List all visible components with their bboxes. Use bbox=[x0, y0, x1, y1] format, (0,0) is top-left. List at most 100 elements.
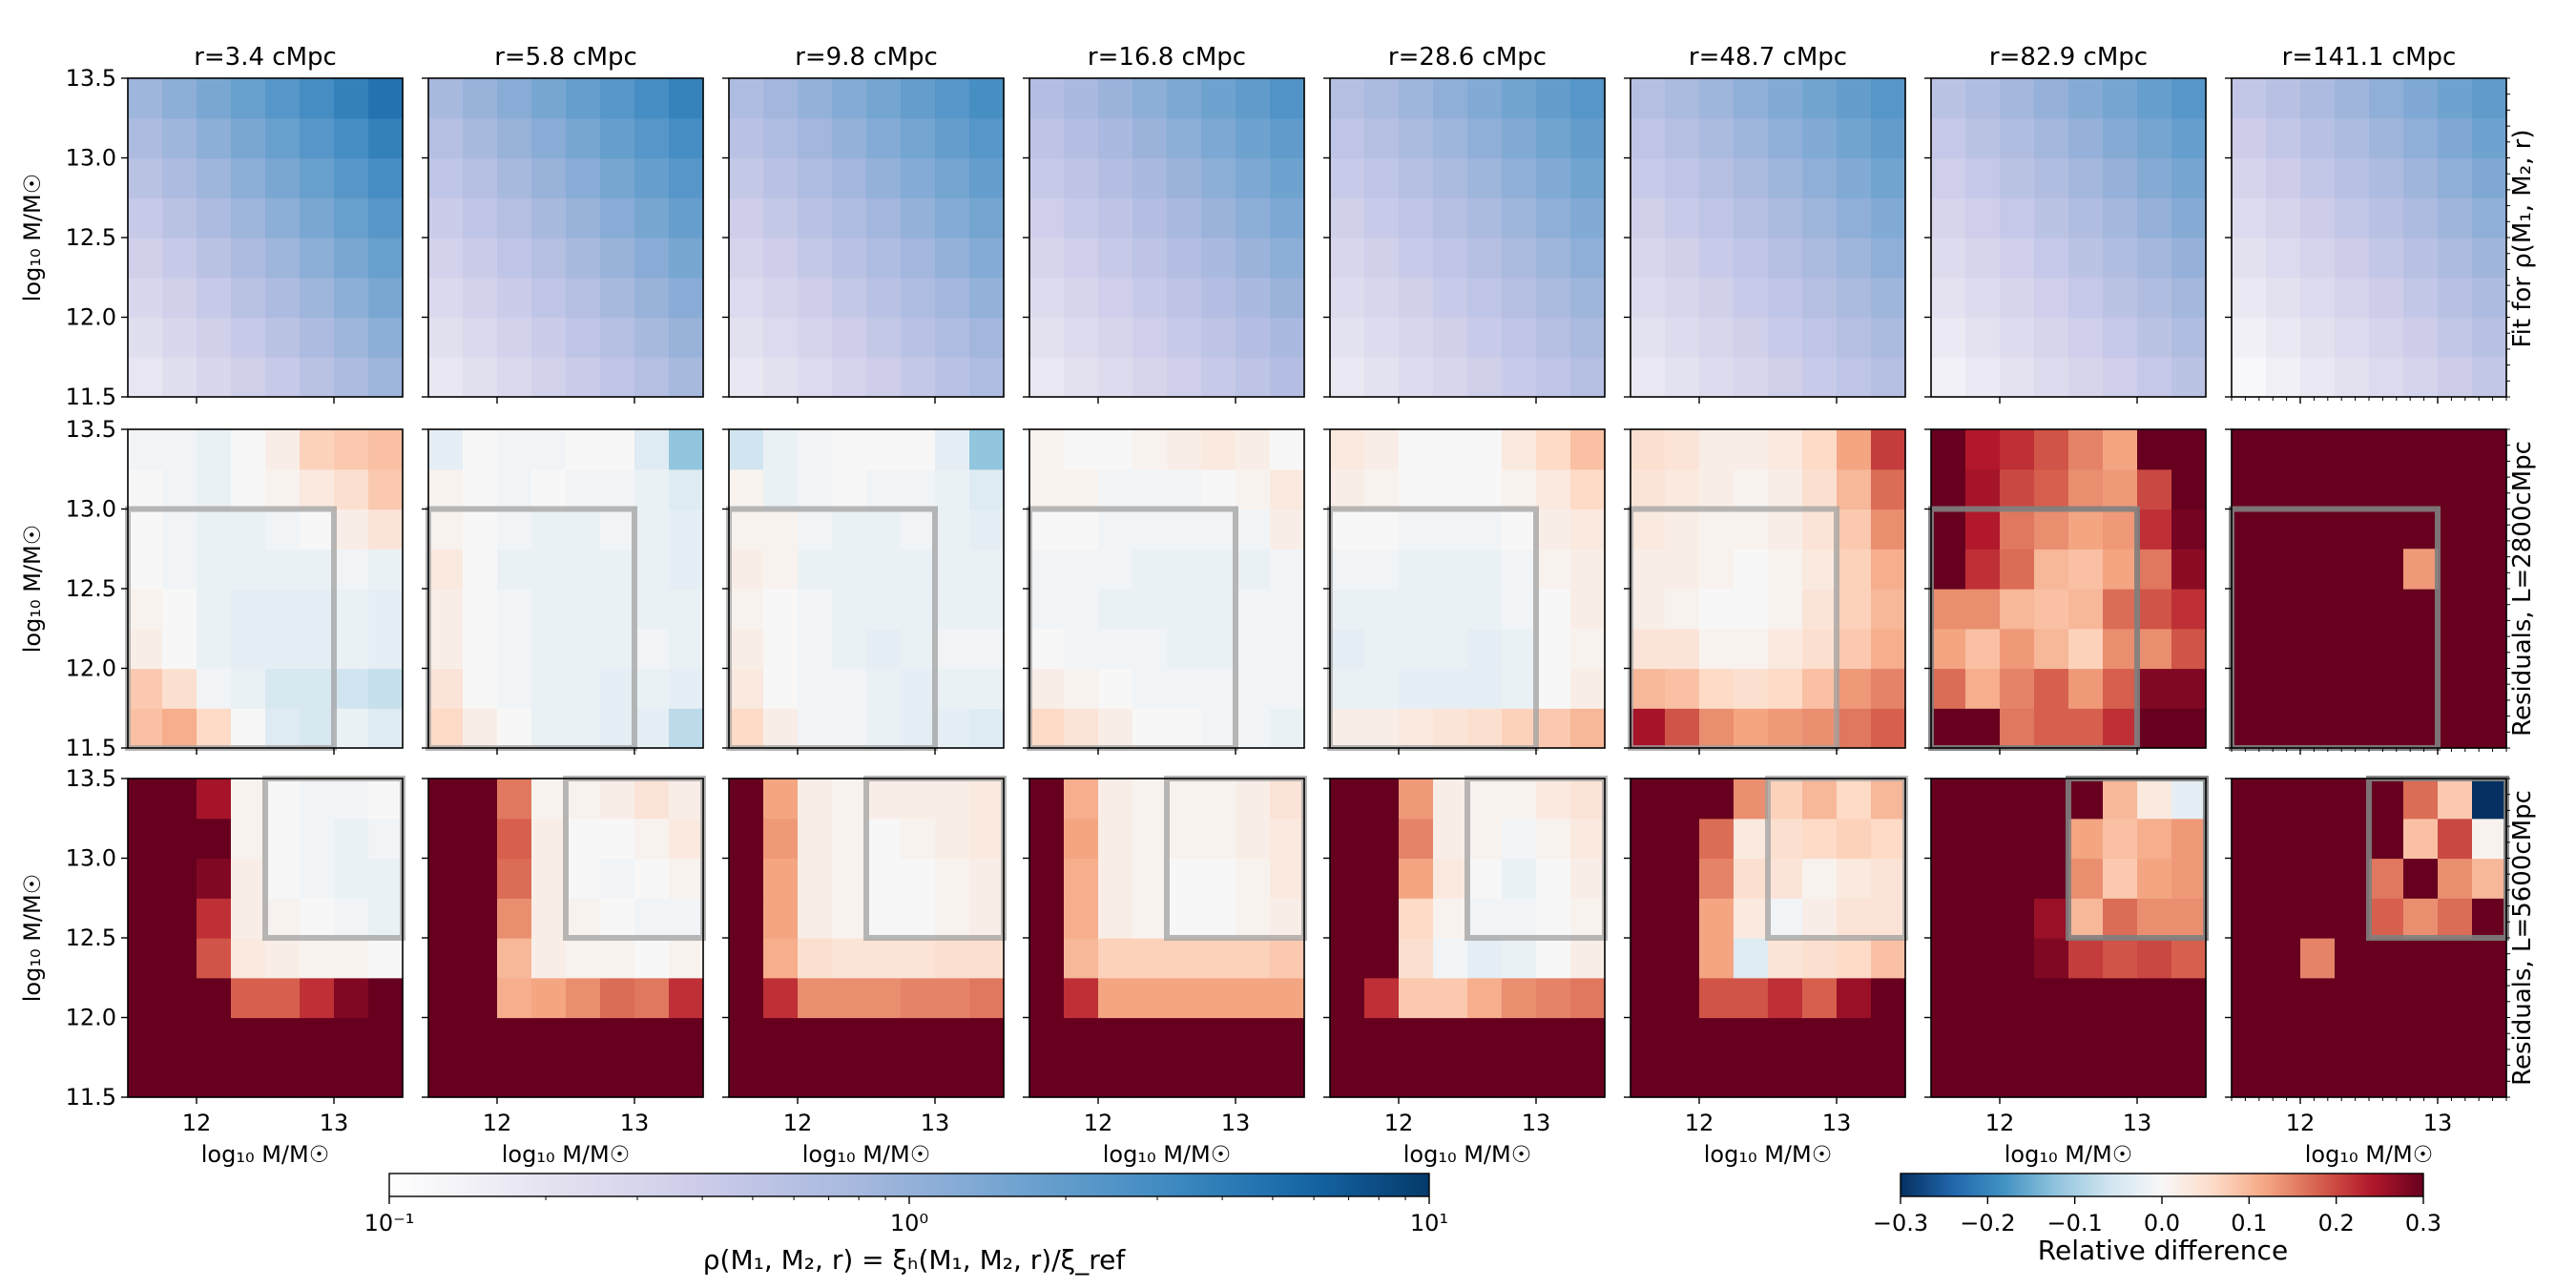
heatmap-cell bbox=[566, 1057, 601, 1098]
heatmap-cell bbox=[1502, 628, 1537, 670]
heatmap-cell bbox=[1433, 1057, 1468, 1098]
heatmap-cell bbox=[1270, 357, 1305, 398]
heatmap-cell bbox=[1064, 977, 1099, 1019]
heatmap-cell bbox=[231, 117, 266, 159]
heatmap-cell bbox=[1029, 509, 1065, 550]
x-tick-label: 13 bbox=[2123, 1110, 2152, 1136]
heatmap-cell bbox=[1871, 238, 1906, 279]
heatmap-cell bbox=[2369, 157, 2404, 198]
heatmap-cell bbox=[1433, 468, 1468, 510]
heatmap-cell bbox=[1167, 197, 1202, 239]
heatmap-cell bbox=[1330, 668, 1365, 709]
heatmap-cell bbox=[634, 938, 670, 979]
heatmap-cell bbox=[1931, 509, 1966, 550]
heatmap-cell bbox=[1631, 589, 1666, 630]
panel-title: r=3.4 cMpc bbox=[194, 43, 337, 72]
heatmap-cell bbox=[2403, 818, 2439, 860]
heatmap-cell bbox=[1433, 858, 1468, 899]
heatmap-cell bbox=[729, 708, 764, 749]
heatmap-cell bbox=[1433, 549, 1468, 590]
heatmap-cell bbox=[2034, 977, 2069, 1019]
heatmap-cell bbox=[2438, 549, 2473, 590]
heatmap-cell bbox=[1236, 157, 1271, 198]
heatmap-cell bbox=[866, 977, 902, 1019]
heatmap-cell bbox=[1502, 357, 1537, 398]
heatmap-cell bbox=[2369, 277, 2404, 319]
y-tick-label: 13.0 bbox=[66, 845, 116, 872]
heatmap-cell bbox=[162, 668, 197, 709]
heatmap-cell bbox=[1802, 1057, 1838, 1098]
heatmap-cell bbox=[2000, 238, 2035, 279]
heatmap-cell bbox=[1064, 157, 1099, 198]
heatmap-cell bbox=[128, 708, 163, 749]
heatmap-cell bbox=[1270, 628, 1305, 670]
heatmap-cell bbox=[1201, 708, 1236, 749]
heatmap-cell bbox=[832, 1057, 867, 1098]
heatmap-cell bbox=[1029, 117, 1065, 159]
heatmap-cell bbox=[1631, 1017, 1666, 1058]
heatmap-cell bbox=[798, 858, 833, 899]
heatmap-cell bbox=[1665, 589, 1700, 630]
heatmap-cell bbox=[265, 628, 301, 670]
heatmap-cell bbox=[969, 357, 1005, 398]
heatmap-cell bbox=[866, 238, 902, 279]
heatmap-cell bbox=[634, 468, 670, 510]
heatmap-cell bbox=[1965, 357, 2001, 398]
heatmap-cell bbox=[2103, 429, 2138, 470]
heatmap-cell bbox=[2472, 708, 2507, 749]
heatmap-cell bbox=[162, 509, 197, 550]
heatmap-cell bbox=[1167, 668, 1202, 709]
heatmap-cell bbox=[1330, 898, 1365, 939]
heatmap-cell bbox=[231, 509, 266, 550]
heatmap-cell bbox=[334, 238, 369, 279]
heatmap-cell bbox=[231, 1057, 266, 1098]
heatmap-cell bbox=[1871, 317, 1906, 358]
heatmap-cell bbox=[231, 779, 266, 820]
heatmap-cell bbox=[1734, 429, 1769, 470]
heatmap-cell bbox=[1734, 977, 1769, 1019]
heatmap-cell bbox=[935, 977, 970, 1019]
heatmap-cell bbox=[729, 589, 764, 630]
heatmap-cell bbox=[669, 628, 704, 670]
heatmap-cell bbox=[798, 708, 833, 749]
heatmap-cell bbox=[1837, 779, 1872, 820]
heatmap-cell bbox=[729, 117, 764, 159]
x-tick-label: 12 bbox=[783, 1110, 813, 1136]
heatmap-cell bbox=[128, 818, 163, 860]
heatmap-cell bbox=[1201, 818, 1236, 860]
heatmap-cell bbox=[1665, 898, 1700, 939]
heatmap-cell bbox=[2000, 509, 2035, 550]
heatmap-cell bbox=[1802, 779, 1838, 820]
colorbar-tick-label: 0.2 bbox=[2318, 1210, 2355, 1236]
heatmap-cell bbox=[428, 668, 464, 709]
heatmap-cell bbox=[2472, 238, 2507, 279]
heatmap-cell bbox=[1236, 858, 1271, 899]
heatmap-cell bbox=[162, 858, 197, 899]
heatmap-cell bbox=[1536, 238, 1571, 279]
heatmap-cell bbox=[935, 1057, 970, 1098]
heatmap-cell bbox=[1201, 429, 1236, 470]
heatmap-cell bbox=[1330, 277, 1365, 319]
heatmap-cell bbox=[162, 898, 197, 939]
heatmap-cell bbox=[1768, 938, 1803, 979]
heatmap-cell bbox=[334, 818, 369, 860]
heatmap-cell bbox=[600, 549, 635, 590]
heatmap-cell bbox=[231, 1017, 266, 1058]
heatmap-cell bbox=[1837, 818, 1872, 860]
heatmap-cell bbox=[1330, 549, 1365, 590]
x-axis-label: log₁₀ M/M☉ bbox=[502, 1141, 630, 1168]
heatmap-cell bbox=[2068, 668, 2104, 709]
heatmap-cell bbox=[1132, 277, 1168, 319]
y-tick-label: 11.5 bbox=[66, 735, 116, 761]
heatmap-cell bbox=[1433, 818, 1468, 860]
heatmap-cell bbox=[1132, 628, 1168, 670]
heatmap-cell bbox=[1699, 357, 1735, 398]
heatmap-cell bbox=[969, 197, 1005, 239]
heatmap-cell bbox=[600, 157, 635, 198]
heatmap-cell bbox=[2300, 898, 2336, 939]
heatmap-cell bbox=[1064, 1057, 1099, 1098]
heatmap-cell bbox=[497, 938, 532, 979]
y-tick-label: 13.5 bbox=[66, 765, 116, 792]
panel-r1-c3 bbox=[1023, 428, 1305, 755]
heatmap-cell bbox=[2171, 708, 2207, 749]
